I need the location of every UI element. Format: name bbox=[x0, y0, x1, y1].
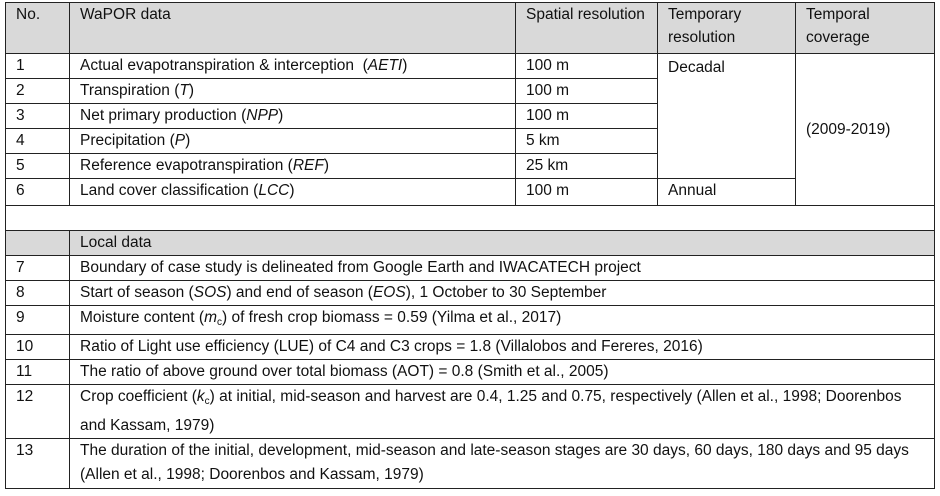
table-row: 8 Start of season (SOS) and end of seaso… bbox=[5, 280, 935, 306]
row-no: 13 bbox=[5, 438, 70, 489]
row-spatial: 100 m bbox=[515, 53, 658, 79]
row-data: Transpiration (T) bbox=[69, 78, 516, 104]
table-row: 9 Moisture content (mc) of fresh crop bi… bbox=[5, 305, 935, 335]
row-no: 7 bbox=[5, 255, 70, 281]
row-text: Start of season (SOS) and end of season … bbox=[69, 280, 935, 306]
row-no: 12 bbox=[5, 384, 70, 439]
row-no: 10 bbox=[5, 334, 70, 360]
row-spatial: 5 km bbox=[515, 128, 658, 154]
row-text: The duration of the initial, development… bbox=[69, 438, 935, 489]
table-row: 12 Crop coefficient (kc) at initial, mid… bbox=[5, 384, 935, 439]
table-row: 4 Precipitation (P) 5 km bbox=[5, 128, 935, 154]
row-no: 9 bbox=[5, 305, 70, 335]
local-header-row: Local data bbox=[5, 230, 935, 256]
row-no: 6 bbox=[5, 178, 70, 206]
row-spatial: 100 m bbox=[515, 103, 658, 129]
table-row: 1 Actual evapotranspiration & intercepti… bbox=[5, 53, 935, 206]
row-no: 4 bbox=[5, 128, 70, 154]
row-no: 2 bbox=[5, 78, 70, 104]
table-row: 6 Land cover classification (LCC) 100 m … bbox=[5, 178, 935, 206]
row-data: Reference evapotranspiration (REF) bbox=[69, 153, 516, 179]
table-row: 11 The ratio of above ground over total … bbox=[5, 359, 935, 385]
local-data-heading: Local data bbox=[69, 230, 935, 256]
row-data: Precipitation (P) bbox=[69, 128, 516, 154]
header-no: No. bbox=[5, 2, 70, 54]
header-wapor-data: WaPOR data bbox=[69, 2, 516, 54]
row-data: Actual evapotranspiration & interception… bbox=[69, 53, 516, 79]
row-no: 5 bbox=[5, 153, 70, 179]
header-spatial: Spatial resolution bbox=[515, 2, 658, 54]
data-table: No. WaPOR data Spatial resolution Tempor… bbox=[5, 2, 935, 489]
row-no: 8 bbox=[5, 280, 70, 306]
row-no: 11 bbox=[5, 359, 70, 385]
row-data: Net primary production (NPP) bbox=[69, 103, 516, 129]
header-temporary: Temporary resolution bbox=[657, 2, 796, 54]
row-spatial: 100 m bbox=[515, 178, 658, 206]
row-text: Boundary of case study is delineated fro… bbox=[69, 255, 935, 281]
annual-cell: Annual bbox=[657, 178, 796, 206]
coverage-cell: (2009-2019) bbox=[795, 53, 935, 206]
row-text: Moisture content (mc) of fresh crop biom… bbox=[69, 305, 935, 335]
row-data: Land cover classification (LCC) bbox=[69, 178, 516, 206]
row-spatial: 100 m bbox=[515, 78, 658, 104]
row-no: 1 bbox=[5, 53, 70, 79]
table-row: 10 Ratio of Light use efficiency (LUE) o… bbox=[5, 334, 935, 360]
header-coverage: Temporal coverage bbox=[795, 2, 935, 54]
decadal-cell: Decadal bbox=[657, 53, 796, 179]
row-text: Ratio of Light use efficiency (LUE) of C… bbox=[69, 334, 935, 360]
table-row: 7 Boundary of case study is delineated f… bbox=[5, 255, 935, 281]
row-text: Crop coefficient (kc) at initial, mid-se… bbox=[69, 384, 935, 439]
table-row: 13 The duration of the initial, developm… bbox=[5, 438, 935, 489]
spacer-row bbox=[5, 205, 935, 231]
row-text: The ratio of above ground over total bio… bbox=[69, 359, 935, 385]
header-row: No. WaPOR data Spatial resolution Tempor… bbox=[5, 2, 935, 54]
row-no: 3 bbox=[5, 103, 70, 129]
row-spatial: 25 km bbox=[515, 153, 658, 179]
